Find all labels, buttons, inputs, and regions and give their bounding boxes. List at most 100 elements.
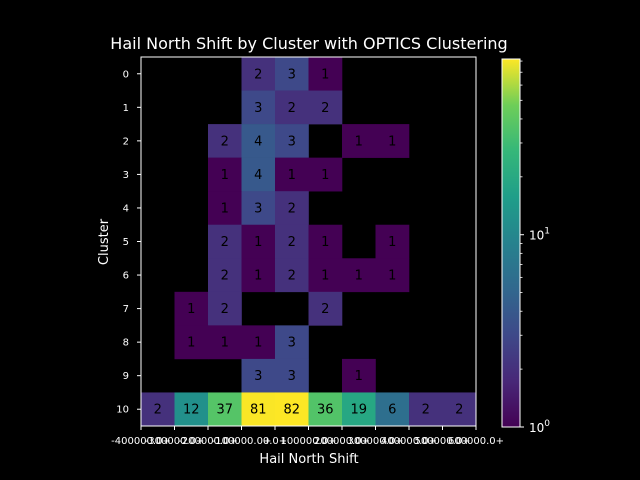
- heatmap-cell: [308, 157, 343, 192]
- cell-value-label: 2: [288, 101, 296, 116]
- x-tick-label: 300000.0+: [347, 436, 403, 447]
- heatmap-cell: [174, 392, 209, 427]
- cell-value-label: 37: [216, 403, 233, 418]
- cell-value-label: 1: [221, 201, 229, 216]
- cell-value-label: 2: [221, 302, 229, 317]
- heatmap-cell: [342, 258, 376, 293]
- heatmap-cell: [241, 191, 276, 226]
- cell-value-label: 1: [187, 302, 195, 317]
- x-axis-label: Hail North Shift: [259, 452, 358, 467]
- heatmap-cell: [275, 157, 309, 192]
- heatmap-cell: [275, 90, 309, 125]
- heatmap-cell: [375, 392, 410, 427]
- cell-value-label: 2: [154, 403, 162, 418]
- heatmap-cell: [208, 191, 242, 226]
- cell-value-label: 2: [221, 235, 229, 250]
- cell-value-label: 3: [288, 67, 296, 82]
- heatmap-cell: [308, 224, 343, 259]
- cell-value-label: 1: [254, 336, 262, 351]
- cell-value-label: 1: [321, 168, 329, 183]
- x-tick-label: 0.0+: [263, 436, 287, 447]
- x-tick-label: 500000.0+: [414, 436, 470, 447]
- heatmap-cell: [241, 124, 276, 158]
- heatmap-cell: [308, 90, 343, 125]
- cell-value-label: 2: [221, 269, 229, 284]
- cell-value-label: 1: [388, 269, 396, 284]
- y-tick-label: 0: [123, 69, 129, 80]
- cell-value-label: 3: [254, 101, 262, 116]
- heatmap-cell: [174, 291, 209, 326]
- heatmap-cell: [275, 224, 309, 259]
- heatmap-cells: 2 3 13 2 22 4 3 1 11 4 1 11 3 22 1 2 1 12 1 2 1 1 11 2 21 1 1 33 3 12…: [141, 57, 477, 427]
- heatmap-cell: [342, 358, 376, 393]
- cell-value-label: 2: [221, 134, 229, 149]
- cell-value-label: 6: [388, 403, 396, 418]
- colorbar-tick-label: 101: [529, 227, 550, 243]
- heatmap-cell: [208, 291, 242, 326]
- cell-value-label: 3: [288, 134, 296, 149]
- heatmap-cell: [208, 325, 242, 360]
- x-tick-label: -200000.0+: [178, 436, 238, 447]
- cell-value-label: 1: [254, 269, 262, 284]
- heatmap-cell: [241, 57, 276, 91]
- y-tick-label: 2: [123, 136, 129, 147]
- cell-value-label: 81: [250, 403, 267, 418]
- heatmap-cell: [409, 392, 443, 427]
- cell-value-label: 2: [288, 235, 296, 250]
- x-tick-label: -400000.0+: [111, 436, 171, 447]
- heatmap-cell: [275, 392, 309, 427]
- cell-value-label: 1: [355, 369, 363, 384]
- cell-value-label: 82: [283, 403, 300, 418]
- cell-value-label: 4: [254, 134, 262, 149]
- heatmap-cell: [375, 124, 410, 158]
- cell-value-label: 3: [254, 369, 262, 384]
- cell-value-label: 3: [288, 336, 296, 351]
- y-tick-label: 8: [123, 338, 129, 349]
- cell-value-label: 2: [254, 67, 262, 82]
- heatmap-cell: [275, 358, 309, 393]
- heatmap-cell: [241, 258, 276, 293]
- heatmap-cell: [275, 258, 309, 293]
- colorbar: [501, 58, 521, 428]
- cell-value-label: 12: [183, 403, 200, 418]
- heatmap-cell: [241, 90, 276, 125]
- y-tick-label: 3: [123, 170, 129, 181]
- cell-value-label: 19: [350, 403, 367, 418]
- heatmap-cell: [308, 57, 343, 91]
- cell-value-label: 2: [321, 302, 329, 317]
- heatmap-cell: [342, 392, 376, 427]
- heatmap-cell: [275, 124, 309, 158]
- cell-value-label: 2: [288, 201, 296, 216]
- heatmap-cell: [208, 392, 242, 427]
- y-tick-label: 4: [123, 203, 129, 214]
- heatmap-cell: [141, 392, 175, 427]
- y-tick-label: 10: [116, 405, 129, 416]
- y-tick-label: 7: [123, 304, 129, 315]
- colorbar-tick-label: 100: [529, 419, 550, 435]
- heatmap-cell: [308, 258, 343, 293]
- cell-value-label: 1: [221, 168, 229, 183]
- cell-value-label: 2: [455, 403, 463, 418]
- heatmap-cell: [342, 124, 376, 158]
- heatmap-cell: [241, 392, 276, 427]
- cell-value-label: 1: [187, 336, 195, 351]
- y-tick-label: 1: [123, 103, 129, 114]
- cell-value-label: 1: [254, 235, 262, 250]
- y-tick-label: 6: [123, 271, 129, 282]
- cell-value-label: 3: [254, 201, 262, 216]
- y-axis-label: Cluster: [97, 218, 112, 265]
- heatmap-cell: [275, 325, 309, 360]
- heatmap-cell: [308, 392, 343, 427]
- x-tick-label: -300000.0+: [145, 436, 205, 447]
- heatmap-cell: [375, 258, 410, 293]
- heatmap-cell: [308, 291, 343, 326]
- heatmap-cell: [208, 258, 242, 293]
- cell-value-label: 3: [288, 369, 296, 384]
- cell-value-label: 2: [321, 101, 329, 116]
- cell-value-label: 1: [388, 235, 396, 250]
- x-axis-ticks: -400000.0+-300000.0+-200000.0+-100000.0+…: [111, 426, 504, 447]
- cell-value-label: 1: [321, 269, 329, 284]
- cell-value-label: 36: [317, 403, 334, 418]
- heatmap-cell: [275, 191, 309, 226]
- colorbar-ticks: 100 101: [520, 60, 550, 435]
